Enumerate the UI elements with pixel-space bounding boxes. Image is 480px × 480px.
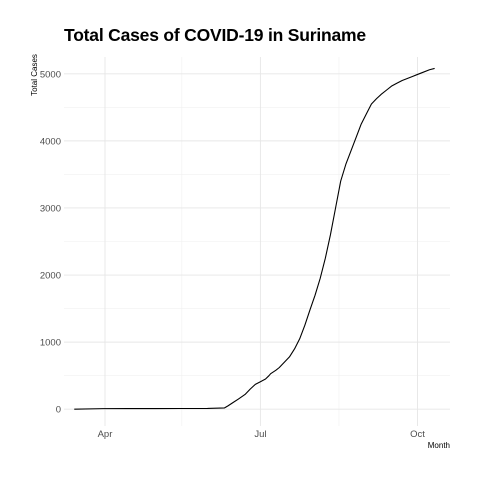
- x-axis-ticks: Apr Jul Oct: [98, 429, 426, 440]
- y-tick-label: 0: [56, 405, 61, 416]
- y-tick-label: 2000: [40, 271, 61, 282]
- y-tick-label: 1000: [40, 338, 61, 349]
- chart-title: Total Cases of COVID-19 in Suriname: [64, 25, 366, 45]
- grid: [64, 57, 450, 426]
- y-tick-label: 3000: [40, 203, 61, 214]
- series-line-group: [74, 67, 435, 410]
- x-tick-label: Apr: [98, 429, 113, 440]
- x-axis-title: Month: [428, 441, 450, 450]
- y-tick-label: 4000: [40, 136, 61, 147]
- x-tick-label: Jul: [254, 429, 266, 440]
- series-line: [74, 67, 435, 410]
- y-axis-title: Total Cases: [30, 54, 39, 96]
- y-tick-label: 5000: [40, 69, 61, 80]
- x-tick-label: Oct: [410, 429, 425, 440]
- y-axis-ticks: 0 1000 2000 3000 4000 5000: [40, 69, 61, 415]
